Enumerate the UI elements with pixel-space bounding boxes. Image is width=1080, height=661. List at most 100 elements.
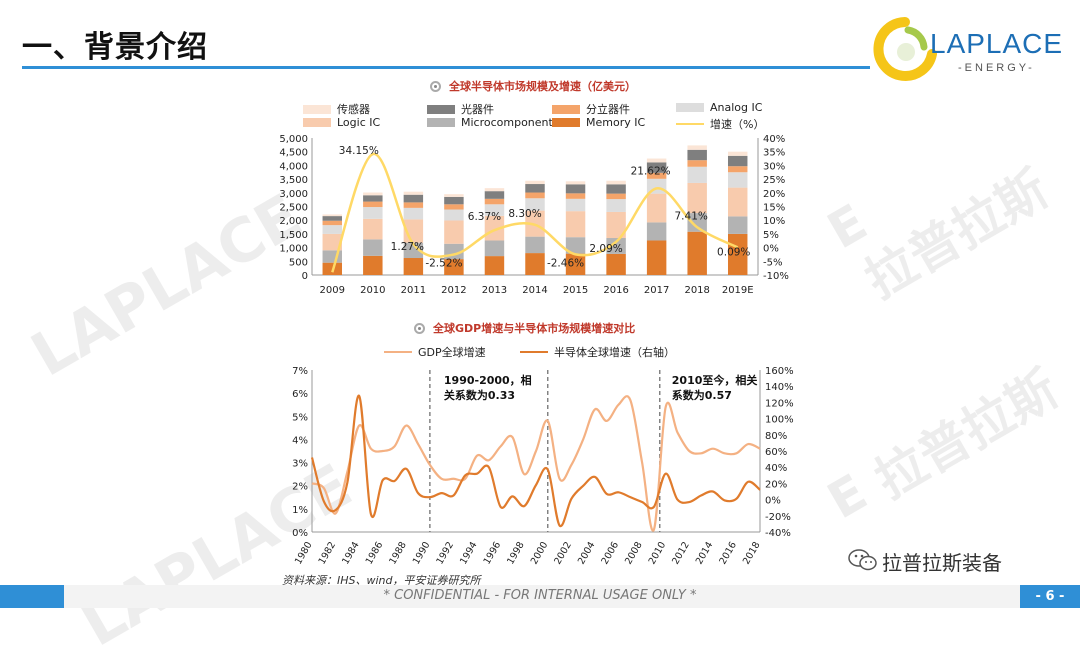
laplace-logo bbox=[873, 17, 937, 81]
x-tick-label: 2006 bbox=[600, 540, 622, 566]
bar-segment bbox=[322, 220, 343, 226]
y2-tick-label: -40% bbox=[765, 528, 791, 539]
y2-tick-label: 10% bbox=[763, 216, 785, 227]
y-tick-label: 6% bbox=[292, 389, 308, 400]
y-tick-label: 500 bbox=[289, 257, 308, 268]
bar-segment bbox=[363, 195, 383, 202]
y-tick-label: 3,500 bbox=[279, 175, 308, 186]
bar-segment bbox=[687, 145, 707, 150]
semiconductor-market-chart: 0 500 1,000 1,500 2,000 2,500 3,000 3,500 4,000 4… bbox=[279, 134, 788, 296]
y-tick-label: 4,000 bbox=[279, 161, 308, 172]
chart1-title: 全球半导体市场规模及增速（亿美元） bbox=[430, 78, 636, 94]
bar-segment bbox=[565, 198, 586, 212]
bar-segment bbox=[322, 214, 343, 217]
growth-data-label: -2.52% bbox=[425, 258, 462, 270]
y2-tick-label: 40% bbox=[765, 463, 787, 474]
bar-segment bbox=[687, 166, 707, 183]
y2-tick-label: 0% bbox=[763, 244, 779, 255]
bar-segment bbox=[727, 187, 748, 217]
x-tick-label: 2000 bbox=[529, 540, 551, 566]
bar-segment bbox=[646, 162, 667, 173]
bar-segment bbox=[646, 193, 667, 223]
bar-segment bbox=[525, 180, 545, 185]
bar-segment bbox=[363, 207, 383, 219]
y-tick-label: 1,500 bbox=[279, 230, 308, 241]
x-tick-label: 2008 bbox=[623, 540, 645, 566]
x-tick-label: 1984 bbox=[340, 540, 362, 566]
bar-segment bbox=[484, 204, 505, 216]
logo-ring-icon bbox=[873, 17, 937, 81]
x-tick-label: 2010 bbox=[647, 540, 669, 566]
bar-segment bbox=[727, 172, 748, 188]
x-tick-label: 2019E bbox=[722, 285, 754, 296]
bullet-icon bbox=[430, 81, 441, 92]
growth-data-label: 2.09% bbox=[589, 243, 622, 255]
x-tick-label: 2010 bbox=[360, 285, 385, 296]
bar-segment bbox=[687, 160, 707, 167]
bar-segment bbox=[484, 215, 505, 241]
bar-segment bbox=[727, 155, 748, 167]
legend-memory: Memory IC bbox=[552, 116, 645, 129]
confidential-notice: * CONFIDENTIAL - FOR INTERNAL USAGE ONLY… bbox=[383, 588, 697, 603]
bullet-icon bbox=[414, 323, 425, 334]
x-tick-label: 2009 bbox=[320, 285, 345, 296]
bar-segment bbox=[403, 191, 424, 195]
y2-tick-label: 15% bbox=[763, 203, 785, 214]
bar-segment bbox=[646, 222, 667, 241]
y2-tick-label: 5% bbox=[763, 230, 779, 241]
footer-bar bbox=[0, 585, 1080, 608]
y-tick-label: 2,000 bbox=[279, 216, 308, 227]
correlation-annotation: 1990-2000，相 bbox=[444, 373, 532, 387]
bar-segment bbox=[444, 220, 464, 244]
bar-segment bbox=[565, 184, 586, 194]
footer-accent bbox=[0, 585, 64, 608]
bar-segment bbox=[363, 218, 383, 240]
y2-tick-label: 160% bbox=[765, 366, 794, 377]
bar-segment bbox=[606, 253, 626, 275]
bar-segment bbox=[322, 233, 343, 251]
y2-tick-label: 20% bbox=[765, 479, 787, 490]
bar-segment bbox=[565, 253, 586, 275]
y-tick-label: 4% bbox=[292, 435, 308, 446]
x-tick-label: 2014 bbox=[694, 540, 716, 566]
y2-tick-label: 80% bbox=[765, 431, 787, 442]
y-tick-label: 1,000 bbox=[279, 244, 308, 255]
x-tick-label: 2002 bbox=[552, 540, 574, 566]
x-tick-label: 2011 bbox=[401, 285, 426, 296]
bar-segment bbox=[403, 242, 424, 259]
x-tick-label: 1990 bbox=[411, 540, 433, 566]
bar-segment bbox=[444, 196, 464, 205]
legend-logic: Logic IC bbox=[303, 116, 380, 129]
bar-segment bbox=[565, 181, 586, 185]
bar-segment bbox=[646, 172, 667, 179]
legend-growth: 增速（%） bbox=[676, 116, 764, 132]
y-tick-label: 0% bbox=[292, 528, 308, 539]
y2-tick-label: 30% bbox=[763, 161, 785, 172]
watermark-cn-bottom: 拉普拉斯 bbox=[865, 359, 1068, 510]
legend-semi-growth: 半导体全球增速（右轴） bbox=[520, 344, 675, 360]
bar-segment bbox=[484, 191, 505, 199]
bar-segment bbox=[687, 231, 707, 275]
bar-segment bbox=[687, 182, 707, 214]
bar-segment bbox=[403, 194, 424, 203]
growth-line bbox=[331, 152, 739, 273]
x-tick-label: 2018 bbox=[741, 540, 763, 566]
bar-segment bbox=[403, 207, 424, 220]
growth-data-label: 34.15% bbox=[339, 145, 379, 157]
y-tick-label: 7% bbox=[292, 366, 308, 377]
bar-segment bbox=[525, 184, 545, 193]
bar-segment bbox=[525, 198, 545, 211]
x-tick-label: 2012 bbox=[441, 285, 466, 296]
growth-data-label: 1.27% bbox=[391, 241, 424, 253]
y2-tick-label: -20% bbox=[765, 512, 791, 523]
x-tick-label: 2014 bbox=[522, 285, 547, 296]
x-tick-label: 1982 bbox=[317, 540, 339, 566]
x-tick-label: 2016 bbox=[717, 540, 739, 566]
correlation-annotation: 2010至今，相关 bbox=[672, 373, 758, 387]
legend-micro: Microcomponent IC bbox=[427, 116, 567, 129]
bar-segment bbox=[606, 238, 626, 254]
bar-segment bbox=[322, 225, 343, 234]
y2-tick-label: 60% bbox=[765, 447, 787, 458]
gdp-vs-semiconductor-chart: 0% 1% 2% 3% 4% 5% 6% 7% -40% -20% 0% 20% 40% 60% 80% 10… bbox=[292, 366, 794, 566]
wechat-account-name: 拉普拉斯装备 bbox=[882, 551, 1002, 575]
